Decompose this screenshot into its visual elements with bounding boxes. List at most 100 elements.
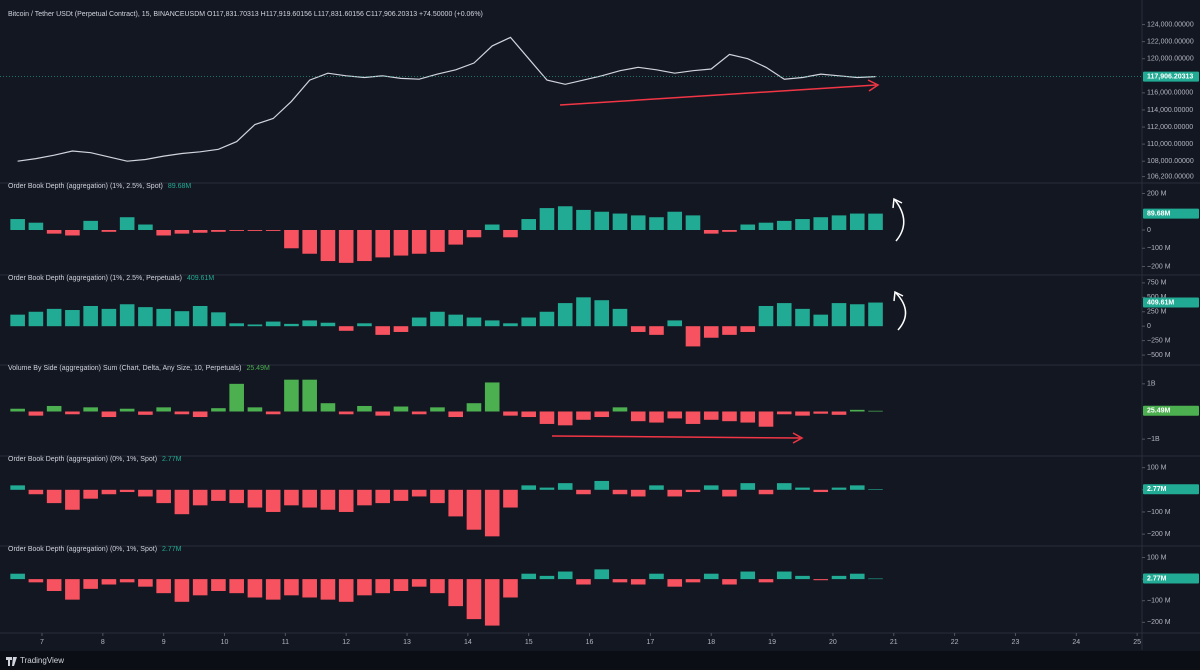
histogram-bar (65, 230, 80, 236)
histogram-bar (849, 304, 865, 327)
histogram-bar (320, 230, 336, 262)
histogram-bar (758, 489, 774, 495)
arrow-head (867, 79, 880, 92)
histogram-bar (557, 571, 573, 580)
y-tick-label: 120,000.00000 (1147, 56, 1194, 63)
histogram-bar (320, 403, 336, 412)
x-tick-label: 9 (162, 639, 166, 646)
y-tick-label: 100 M (1147, 464, 1167, 471)
histogram-bar (247, 579, 263, 598)
histogram-bar (849, 213, 865, 230)
histogram-bar (539, 311, 555, 327)
last-value-box (1143, 573, 1199, 584)
y-tick-label: 122,000.00000 (1147, 38, 1194, 45)
histogram-bar (722, 326, 737, 335)
histogram-bar (10, 408, 25, 412)
arrow-head (893, 290, 904, 302)
y-tick-label: −100 M (1147, 245, 1171, 252)
histogram-bar (375, 579, 390, 594)
y-tick-label: 750 M (1147, 280, 1167, 287)
histogram-bar (284, 489, 299, 506)
histogram-bar (211, 579, 226, 591)
y-tick-label: 116,000.00000 (1147, 90, 1193, 97)
histogram-bar (320, 579, 336, 600)
x-tick-label: 8 (101, 639, 105, 646)
histogram-bar (119, 217, 135, 230)
histogram-bar (630, 489, 646, 497)
histogram-bar (630, 411, 646, 422)
curved-arrow (894, 199, 905, 242)
last-value-box (1143, 405, 1199, 416)
histogram-bar (411, 411, 427, 415)
histogram-bar (722, 489, 737, 497)
histogram-bar (265, 411, 281, 415)
histogram-bar (430, 230, 445, 252)
histogram-bar (667, 489, 683, 497)
histogram-bar (247, 230, 263, 231)
pane-title: Order Book Depth (aggregation) (1%, 2.5%… (8, 275, 182, 282)
histogram-bar (448, 489, 464, 517)
histogram-bar (46, 405, 62, 412)
histogram-bar (320, 322, 336, 327)
histogram-bar (192, 411, 208, 418)
histogram-bar (211, 489, 226, 501)
histogram-bar (521, 219, 537, 230)
histogram-bar (849, 409, 865, 412)
histogram-bar (229, 230, 244, 231)
histogram-bar (703, 411, 719, 420)
histogram-bar (484, 224, 500, 230)
histogram-bar (795, 308, 810, 327)
y-tick-label: 112,000.00000 (1147, 124, 1193, 131)
histogram-bar (831, 303, 847, 327)
histogram-bar (101, 230, 117, 232)
histogram-bar (703, 326, 719, 338)
histogram-bar (521, 411, 537, 418)
histogram-bar (813, 217, 829, 230)
y-tick-label: −100 M (1147, 509, 1171, 516)
histogram-bar (795, 575, 810, 580)
x-tick-label: 17 (647, 639, 655, 646)
histogram-bar (338, 411, 354, 415)
last-value-box (1143, 208, 1199, 219)
y-tick-label: −200 M (1147, 619, 1171, 626)
histogram-bar (557, 303, 573, 327)
pane-title: Volume By Side (aggregation) Sum (Chart,… (8, 365, 241, 372)
y-tick-label: 200 M (1147, 190, 1167, 197)
histogram-bar (119, 408, 135, 412)
histogram-bar (813, 489, 829, 493)
histogram-bar (466, 403, 482, 412)
histogram-bar (740, 224, 756, 230)
histogram-bar (393, 230, 409, 256)
histogram-bar (539, 575, 555, 580)
histogram-bar (101, 411, 117, 418)
histogram-bar (138, 411, 153, 415)
histogram-bar (10, 573, 25, 580)
histogram-bar (430, 489, 445, 504)
histogram-bar (576, 411, 591, 420)
histogram-bar (612, 579, 628, 583)
histogram-bar (10, 314, 25, 327)
histogram-bar (174, 579, 190, 602)
pane-title: Order Book Depth (aggregation) (1%, 2.5%… (8, 183, 163, 190)
histogram-bar (28, 489, 44, 495)
histogram-bar (630, 215, 646, 230)
histogram-bar (831, 487, 847, 490)
histogram-bar (685, 215, 701, 230)
histogram-bar (703, 573, 719, 580)
histogram-bar (466, 489, 482, 530)
histogram-bar (302, 320, 317, 327)
histogram-bar (119, 579, 135, 583)
histogram-bar (192, 305, 208, 327)
histogram-bar (466, 317, 482, 327)
histogram-bar (448, 314, 464, 327)
histogram-bar (557, 411, 573, 426)
histogram-bar (338, 579, 354, 602)
histogram-bar (868, 578, 883, 580)
histogram-bar (302, 379, 317, 412)
histogram-bar (667, 579, 683, 587)
histogram-bar (10, 219, 25, 230)
histogram-bar (174, 230, 190, 234)
pane-legend-value: 409.61M (187, 275, 214, 282)
histogram-bar (612, 213, 628, 230)
histogram-bar (393, 406, 409, 412)
